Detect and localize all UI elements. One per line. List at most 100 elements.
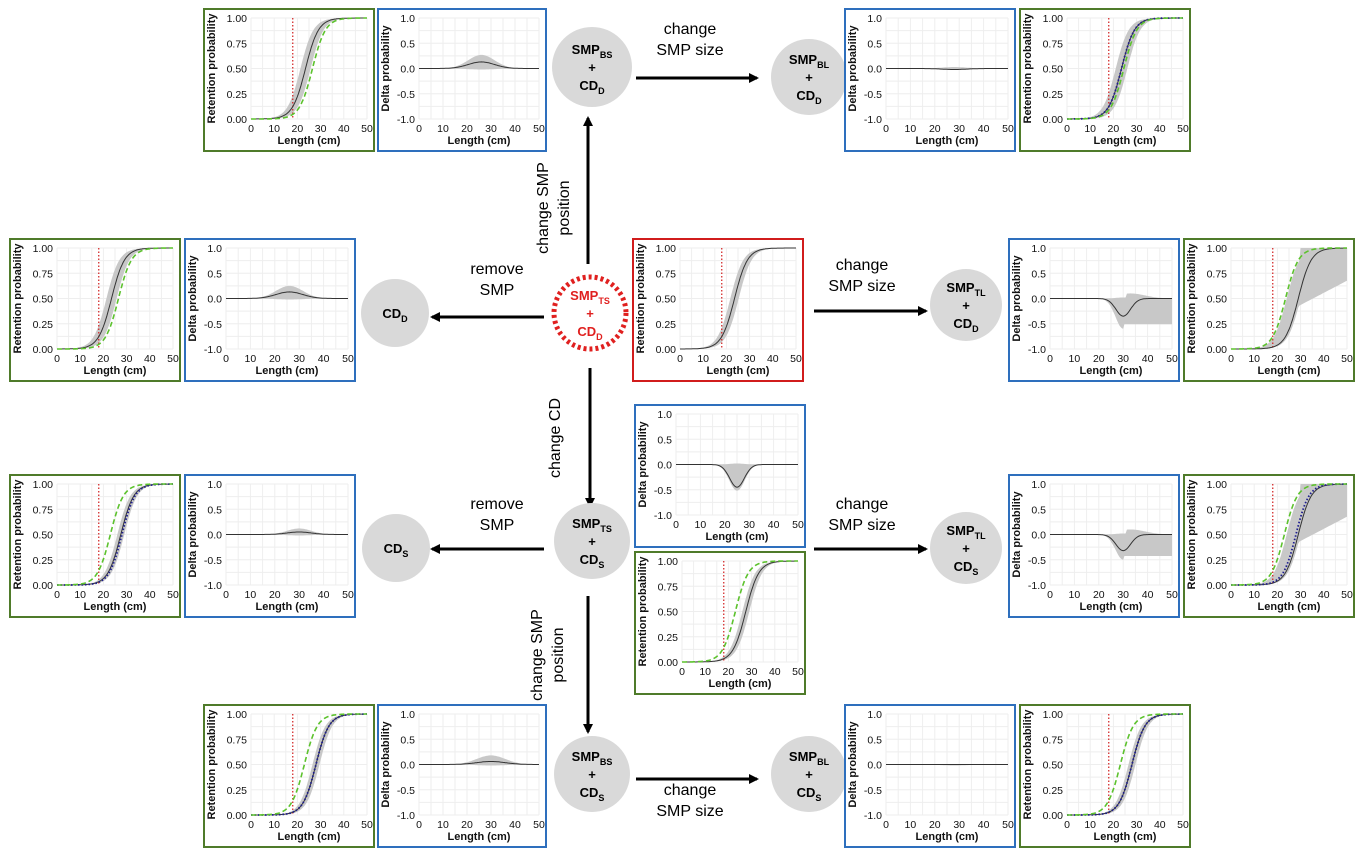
y-tick-label: 0.75 xyxy=(33,504,54,516)
uncertainty-band xyxy=(57,484,173,585)
x-tick-label: 40 xyxy=(769,666,781,678)
x-tick-label: 40 xyxy=(144,589,156,601)
y-tick-label: 0.75 xyxy=(1207,268,1228,280)
plot-p-bottom-delta: -1.0 -0.5 0.0 0.5 1.0 0 10 20 30 40 50 Length (cm) D… xyxy=(377,704,547,848)
plot-p-tr-ret: 0.00 0.25 0.50 0.75 1.00 0 10 20 30 40 50 Length (c… xyxy=(1019,8,1191,152)
y-tick-label: 0.0 xyxy=(207,294,222,306)
y-tick-label: 1.00 xyxy=(227,709,248,721)
x-tick-label: 0 xyxy=(54,589,60,601)
x-tick-label: 20 xyxy=(292,819,304,831)
uncertainty-band xyxy=(226,285,348,300)
nodes-layer: SMPTS+CDDSMPBS+CDDSMPBL+CDDCDDSMPTL+CDDS… xyxy=(361,27,1002,812)
x-axis-title: Length (cm) xyxy=(278,831,341,843)
plot-p-mid-ret: 0.00 0.25 0.50 0.75 1.00 0 10 20 30 40 50 Length (c… xyxy=(634,551,806,695)
x-axis-title: Length (cm) xyxy=(707,365,770,377)
x-tick-label: 10 xyxy=(74,353,86,365)
y-tick-label: 0.25 xyxy=(658,632,679,644)
node-label-line: SMPTS xyxy=(572,516,612,534)
y-tick-label: 0.5 xyxy=(1031,504,1046,516)
node-label-line: + xyxy=(588,60,596,75)
x-tick-label: 0 xyxy=(883,819,889,831)
edge-mid-midright: change SMP size xyxy=(814,496,928,554)
plot-p-tr-delta: -1.0 -0.5 0.0 0.5 1.0 0 10 20 30 40 50 Length (cm) D… xyxy=(844,8,1016,152)
y-tick-label: -1.0 xyxy=(864,114,882,126)
plot-p-bottom-ret: 0.00 0.25 0.50 0.75 1.00 0 10 20 30 40 50 Length (c… xyxy=(203,704,375,848)
x-tick-label: 10 xyxy=(697,353,709,365)
uncertainty-band xyxy=(886,67,1008,70)
y-tick-label: 0.00 xyxy=(33,580,54,592)
edge-mid-bottom: change SMP position xyxy=(529,596,593,734)
y-axis-title: Retention probability xyxy=(637,556,649,667)
x-axis-title: Length (cm) xyxy=(1080,365,1143,377)
x-tick-label: 10 xyxy=(437,123,449,135)
x-tick-label: 10 xyxy=(1069,353,1081,365)
plot-p-ml-delta: -1.0 -0.5 0.0 0.5 1.0 0 10 20 30 40 50 Length (cm) D… xyxy=(184,474,356,618)
y-tick-label: 1.0 xyxy=(400,13,415,25)
node-center: SMPTS+ CDD xyxy=(551,274,629,352)
x-tick-label: 20 xyxy=(269,353,281,365)
y-axis-title: Retention probability xyxy=(206,13,218,124)
node-topright: SMPBL+ CDD xyxy=(771,39,847,115)
x-tick-label: 0 xyxy=(248,123,254,135)
y-tick-label: 1.00 xyxy=(658,556,679,568)
edge-center-mid: change CD xyxy=(547,368,595,508)
y-tick-label: 0.50 xyxy=(227,64,248,76)
y-axis-title: Retention probability xyxy=(1186,243,1198,354)
x-tick-label: 30 xyxy=(744,353,756,365)
x-tick-label: 0 xyxy=(416,123,422,135)
edge-center-left: remove SMP xyxy=(430,261,544,322)
y-tick-label: 0.75 xyxy=(33,268,54,280)
x-tick-label: 30 xyxy=(485,123,497,135)
delta-curve xyxy=(1050,298,1172,317)
x-tick-label: 30 xyxy=(953,123,965,135)
y-tick-label: 0.75 xyxy=(1043,38,1064,50)
y-tick-label: 1.0 xyxy=(207,479,222,491)
y-tick-label: 0.25 xyxy=(227,785,248,797)
plot-frame xyxy=(632,238,804,382)
x-tick-label: 50 xyxy=(1166,353,1178,365)
node-circle xyxy=(554,503,630,579)
uncertainty-band xyxy=(251,714,367,815)
x-tick-label: 30 xyxy=(1117,353,1129,365)
delta-curve xyxy=(226,531,348,535)
y-tick-label: 1.00 xyxy=(33,479,54,491)
plot-p-mr-ret: 0.00 0.25 0.50 0.75 1.00 0 10 20 30 40 50 Length (c… xyxy=(1183,474,1355,618)
plot-p-ml-ret: 0.00 0.25 0.50 0.75 1.00 0 10 20 30 40 50 Length (c… xyxy=(9,474,181,618)
node-label-line: SMPTL xyxy=(946,280,986,298)
delta-curve xyxy=(419,761,539,765)
y-tick-label: 0.0 xyxy=(657,460,672,472)
reference-curve xyxy=(57,483,173,586)
y-tick-label: 0.0 xyxy=(1031,530,1046,542)
reference-curve xyxy=(682,560,798,663)
node-label-line: SMPBL xyxy=(789,749,830,767)
x-tick-label: 50 xyxy=(533,123,545,135)
y-tick-label: 0.00 xyxy=(227,810,248,822)
edge-label: change SMP position xyxy=(529,609,567,701)
x-tick-label: 30 xyxy=(315,123,327,135)
x-tick-label: 50 xyxy=(1177,123,1189,135)
x-tick-label: 50 xyxy=(790,353,802,365)
x-tick-label: 0 xyxy=(679,666,685,678)
uncertainty-band xyxy=(57,248,173,349)
x-axis-title: Length (cm) xyxy=(278,135,341,147)
x-tick-label: 0 xyxy=(248,819,254,831)
node-label-line: + xyxy=(586,306,594,321)
x-tick-label: 10 xyxy=(1248,353,1260,365)
y-axis-title: Retention probability xyxy=(12,243,24,354)
x-tick-label: 40 xyxy=(768,519,780,531)
x-tick-label: 30 xyxy=(293,589,305,601)
edge-label: change SMP size xyxy=(828,496,895,534)
uncertainty-band xyxy=(680,248,796,349)
y-tick-label: 1.00 xyxy=(1207,479,1228,491)
delta-curve xyxy=(1050,534,1172,552)
x-tick-label: 50 xyxy=(1341,353,1353,365)
uncertainty-band xyxy=(1067,714,1183,815)
y-tick-label: 0.50 xyxy=(1207,294,1228,306)
y-tick-label: 0.25 xyxy=(1043,89,1064,101)
x-tick-label: 50 xyxy=(792,519,804,531)
edge-label: remove SMP xyxy=(470,261,523,299)
y-tick-label: -1.0 xyxy=(864,810,882,822)
plot-frame xyxy=(184,238,356,382)
x-axis-title: Length (cm) xyxy=(84,365,147,377)
x-axis-title: Length (cm) xyxy=(256,365,319,377)
